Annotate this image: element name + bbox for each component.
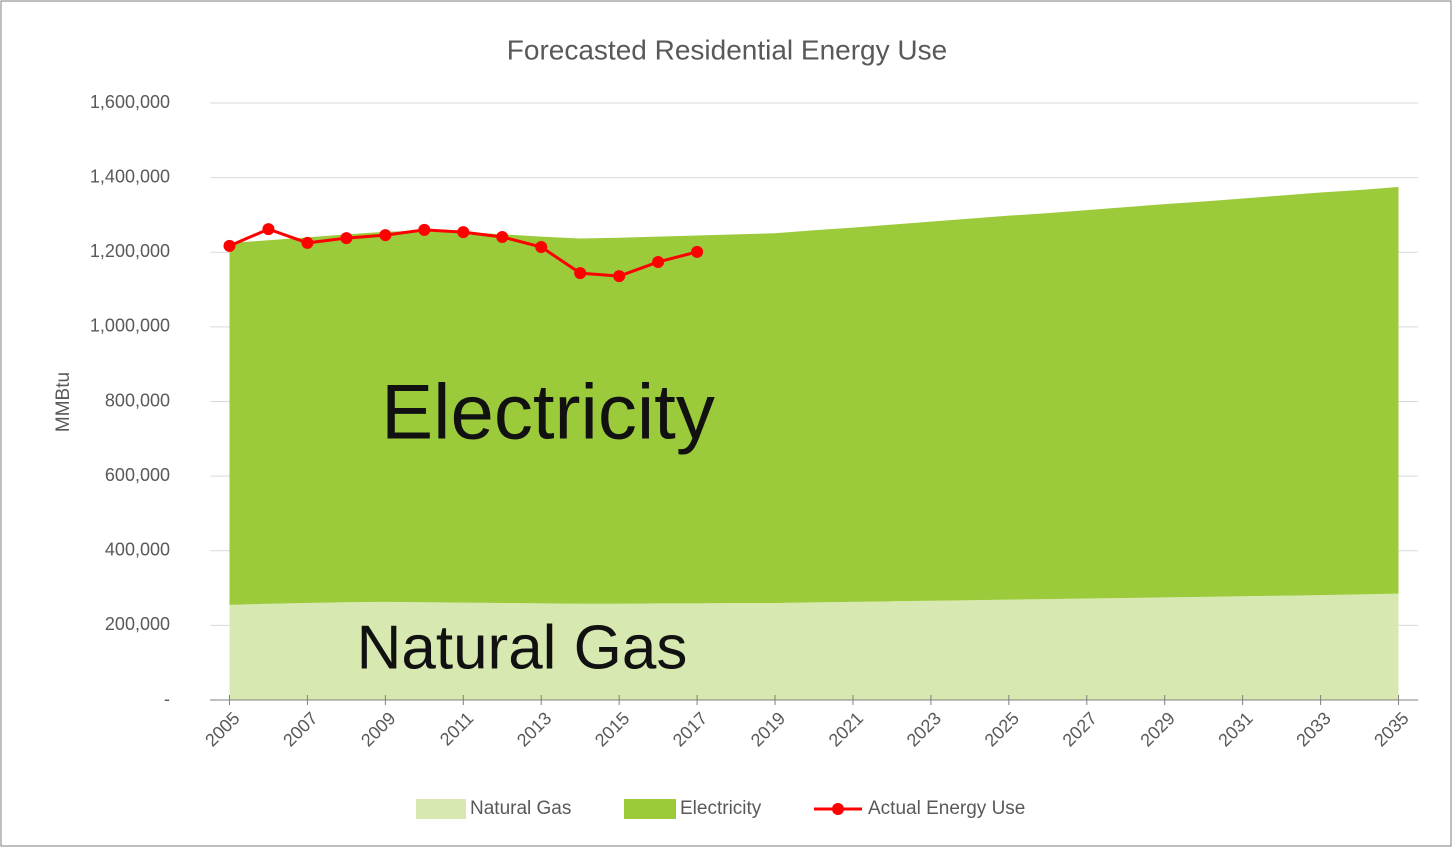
marker xyxy=(652,255,665,268)
legend-swatch xyxy=(832,803,844,815)
marker xyxy=(535,241,548,254)
legend-swatch xyxy=(624,799,676,819)
annotation: Electricity xyxy=(381,368,715,456)
y-tick-label: 1,000,000 xyxy=(90,316,170,336)
y-tick-label: 1,400,000 xyxy=(90,166,170,186)
legend-swatch xyxy=(416,799,466,819)
marker xyxy=(301,236,314,249)
marker xyxy=(262,223,275,236)
y-tick-label: 400,000 xyxy=(105,540,170,560)
chart-title: Forecasted Residential Energy Use xyxy=(507,34,947,65)
area xyxy=(229,593,1399,700)
annotation: Natural Gas xyxy=(357,613,688,682)
y-axis-label: MMBtu xyxy=(53,372,74,432)
y-tick-label: 200,000 xyxy=(105,614,170,634)
marker xyxy=(613,270,626,283)
marker xyxy=(340,232,353,245)
area xyxy=(229,186,1399,605)
marker xyxy=(574,267,587,280)
y-tick-label: 800,000 xyxy=(105,390,170,410)
legend-label: Electricity xyxy=(680,798,762,819)
y-tick-label: 1,600,000 xyxy=(90,92,170,112)
marker xyxy=(496,230,509,243)
marker xyxy=(691,245,704,258)
y-tick-label: 1,200,000 xyxy=(90,241,170,261)
legend-label: Actual Energy Use xyxy=(868,798,1025,819)
marker xyxy=(457,226,470,239)
y-tick-label: 600,000 xyxy=(105,465,170,485)
marker xyxy=(379,229,392,242)
legend-label: Natural Gas xyxy=(470,798,571,819)
marker xyxy=(418,223,431,236)
marker xyxy=(223,239,236,252)
y-tick-label: - xyxy=(164,689,170,709)
